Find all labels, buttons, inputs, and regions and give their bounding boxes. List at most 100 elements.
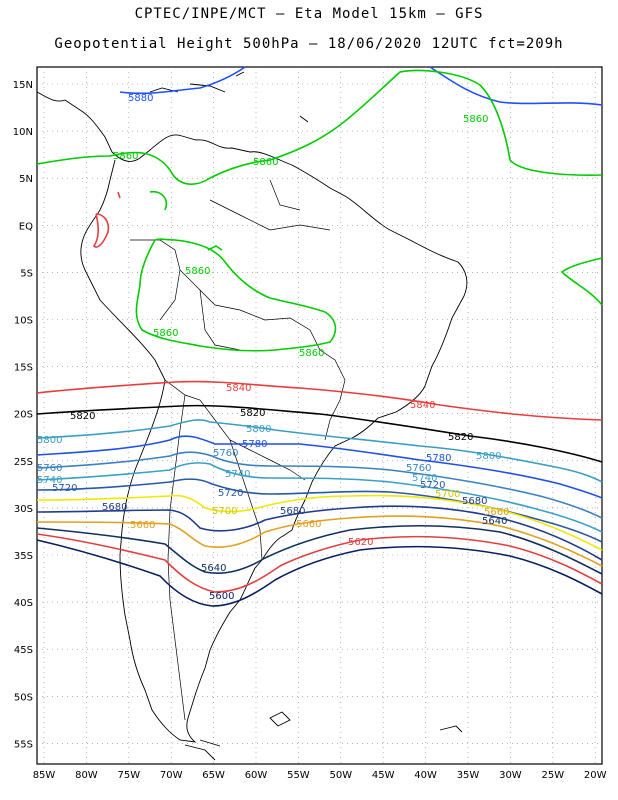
contour-label: 5700 [435,489,460,500]
contour-5880-ne [429,66,603,106]
lon-tick-label: 65W [202,770,225,781]
contour-label: 5820 [448,432,473,443]
contour-label: 5880 [128,93,153,104]
contour-label: 5640 [201,563,226,574]
lon-tick-label: 55W [287,770,310,781]
contour-5860-small [207,245,223,251]
contour-5800 [36,419,603,483]
contour-label: 5800 [246,424,271,435]
lon-tick-label: 45W [372,770,395,781]
lat-tick-label: 15S [14,363,33,374]
lon-tick-label: 25W [541,770,564,781]
lat-tick-label: 5N [19,174,33,185]
contour-5840 [36,380,603,421]
contour-label: 5820 [70,411,95,422]
contour-label: 5640 [482,516,507,527]
contour-label: 5760 [213,448,238,459]
contour-5600 [36,539,603,607]
contour-labels: 5880 5860 5860 5860 5860 5860 5860 5840 … [37,93,509,602]
longitude-labels: 85W 80W 75W 70W 65W 60W 55W 50W 45W 40W 35W 30W 25W 2… [33,770,607,781]
contour-label: 5660 [484,507,509,518]
falkland-islands [269,711,291,727]
lat-tick-label: 30S [14,504,33,515]
contour-5860-east [560,257,603,306]
title-line-2: Geopotential Height 500hPa — 18/06/2020 … [54,36,564,52]
contour-label: 5700 [212,506,237,517]
graticule-grid [37,67,602,764]
contour-5840-small [117,191,121,199]
contour-label: 5860 [113,151,138,162]
contour-label: 5840 [226,383,251,394]
contours [36,66,603,607]
contour-label: 5720 [52,483,77,494]
lon-tick-label: 50W [329,770,352,781]
contour-label: 5740 [37,475,62,486]
contour-label: 5860 [253,157,278,168]
contour-5880 [119,66,246,95]
contour-5760 [36,451,603,519]
contour-label: 5720 [420,480,445,491]
tierra-del-fuego [184,739,221,761]
contour-5720 [36,478,603,543]
contour-5680 [36,505,603,561]
contour-label: 5780 [426,453,451,464]
contour-5780 [36,435,603,499]
lat-tick-label: 15N [13,80,33,91]
contour-label: 5840 [410,400,435,411]
lat-tick-label: 5S [20,268,33,279]
contour-label: 5720 [218,488,243,499]
contour-label: 5680 [102,502,127,513]
lon-tick-label: 35W [457,770,480,781]
contour-5700 [36,494,603,551]
contour-label: 5760 [37,463,62,474]
lat-tick-label: 35S [14,551,33,562]
lon-tick-label: 80W [75,770,98,781]
contour-label: 5620 [348,537,373,548]
lat-tick-label: 45S [14,645,33,656]
contour-label: 5760 [406,463,431,474]
country-borders [130,179,346,721]
south-america-coast [80,159,468,743]
contour-label: 5860 [463,114,488,125]
contour-5820 [36,404,603,463]
contour-label: 5800 [37,435,62,446]
lon-tick-label: 85W [33,770,56,781]
lon-tick-label: 30W [499,770,522,781]
lon-tick-label: 60W [245,770,268,781]
lat-tick-label: 10S [14,316,33,327]
plot-frame [36,66,603,765]
contour-label: 5600 [209,591,234,602]
title-line-1: CPTEC/INPE/MCT — Eta Model 15km — GFS [134,6,484,22]
lat-tick-label: 20S [14,410,33,421]
contour-label: 5860 [299,348,324,359]
contour-5660 [36,515,603,567]
contour-5620 [36,533,603,593]
contour-label: 5740 [412,473,437,484]
contour-5860-north [36,69,603,185]
contour-5740 [36,462,603,533]
lat-tick-label: EQ [19,221,33,232]
contour-label: 5860 [153,328,178,339]
lon-tick-label: 20W [584,770,607,781]
contour-5860-basin [135,190,337,352]
lon-tick-label: 70W [160,770,183,781]
contour-label: 5820 [240,408,265,419]
contour-label: 5860 [185,266,210,277]
south-georgia [439,725,463,733]
contour-5640 [36,524,603,575]
contour-label: 5660 [296,519,321,530]
latitude-labels: 15N 10N 5N EQ 5S 10S 15S 20S 25S 30S 35S 40S 45S 50S 5… [13,80,33,750]
lon-tick-label: 75W [117,770,140,781]
lat-tick-label: 50S [14,692,33,703]
caribbean-islands [149,71,309,123]
lat-tick-label: 10N [13,127,33,138]
contour-5840-andes [92,213,110,248]
lat-tick-label: 55S [14,739,33,750]
contour-label: 5740 [225,469,250,480]
lat-tick-label: 40S [14,598,33,609]
contour-label: 5680 [280,506,305,517]
contour-label: 5780 [242,439,267,450]
contour-label: 5800 [476,451,501,462]
contour-label: 5680 [462,496,487,507]
